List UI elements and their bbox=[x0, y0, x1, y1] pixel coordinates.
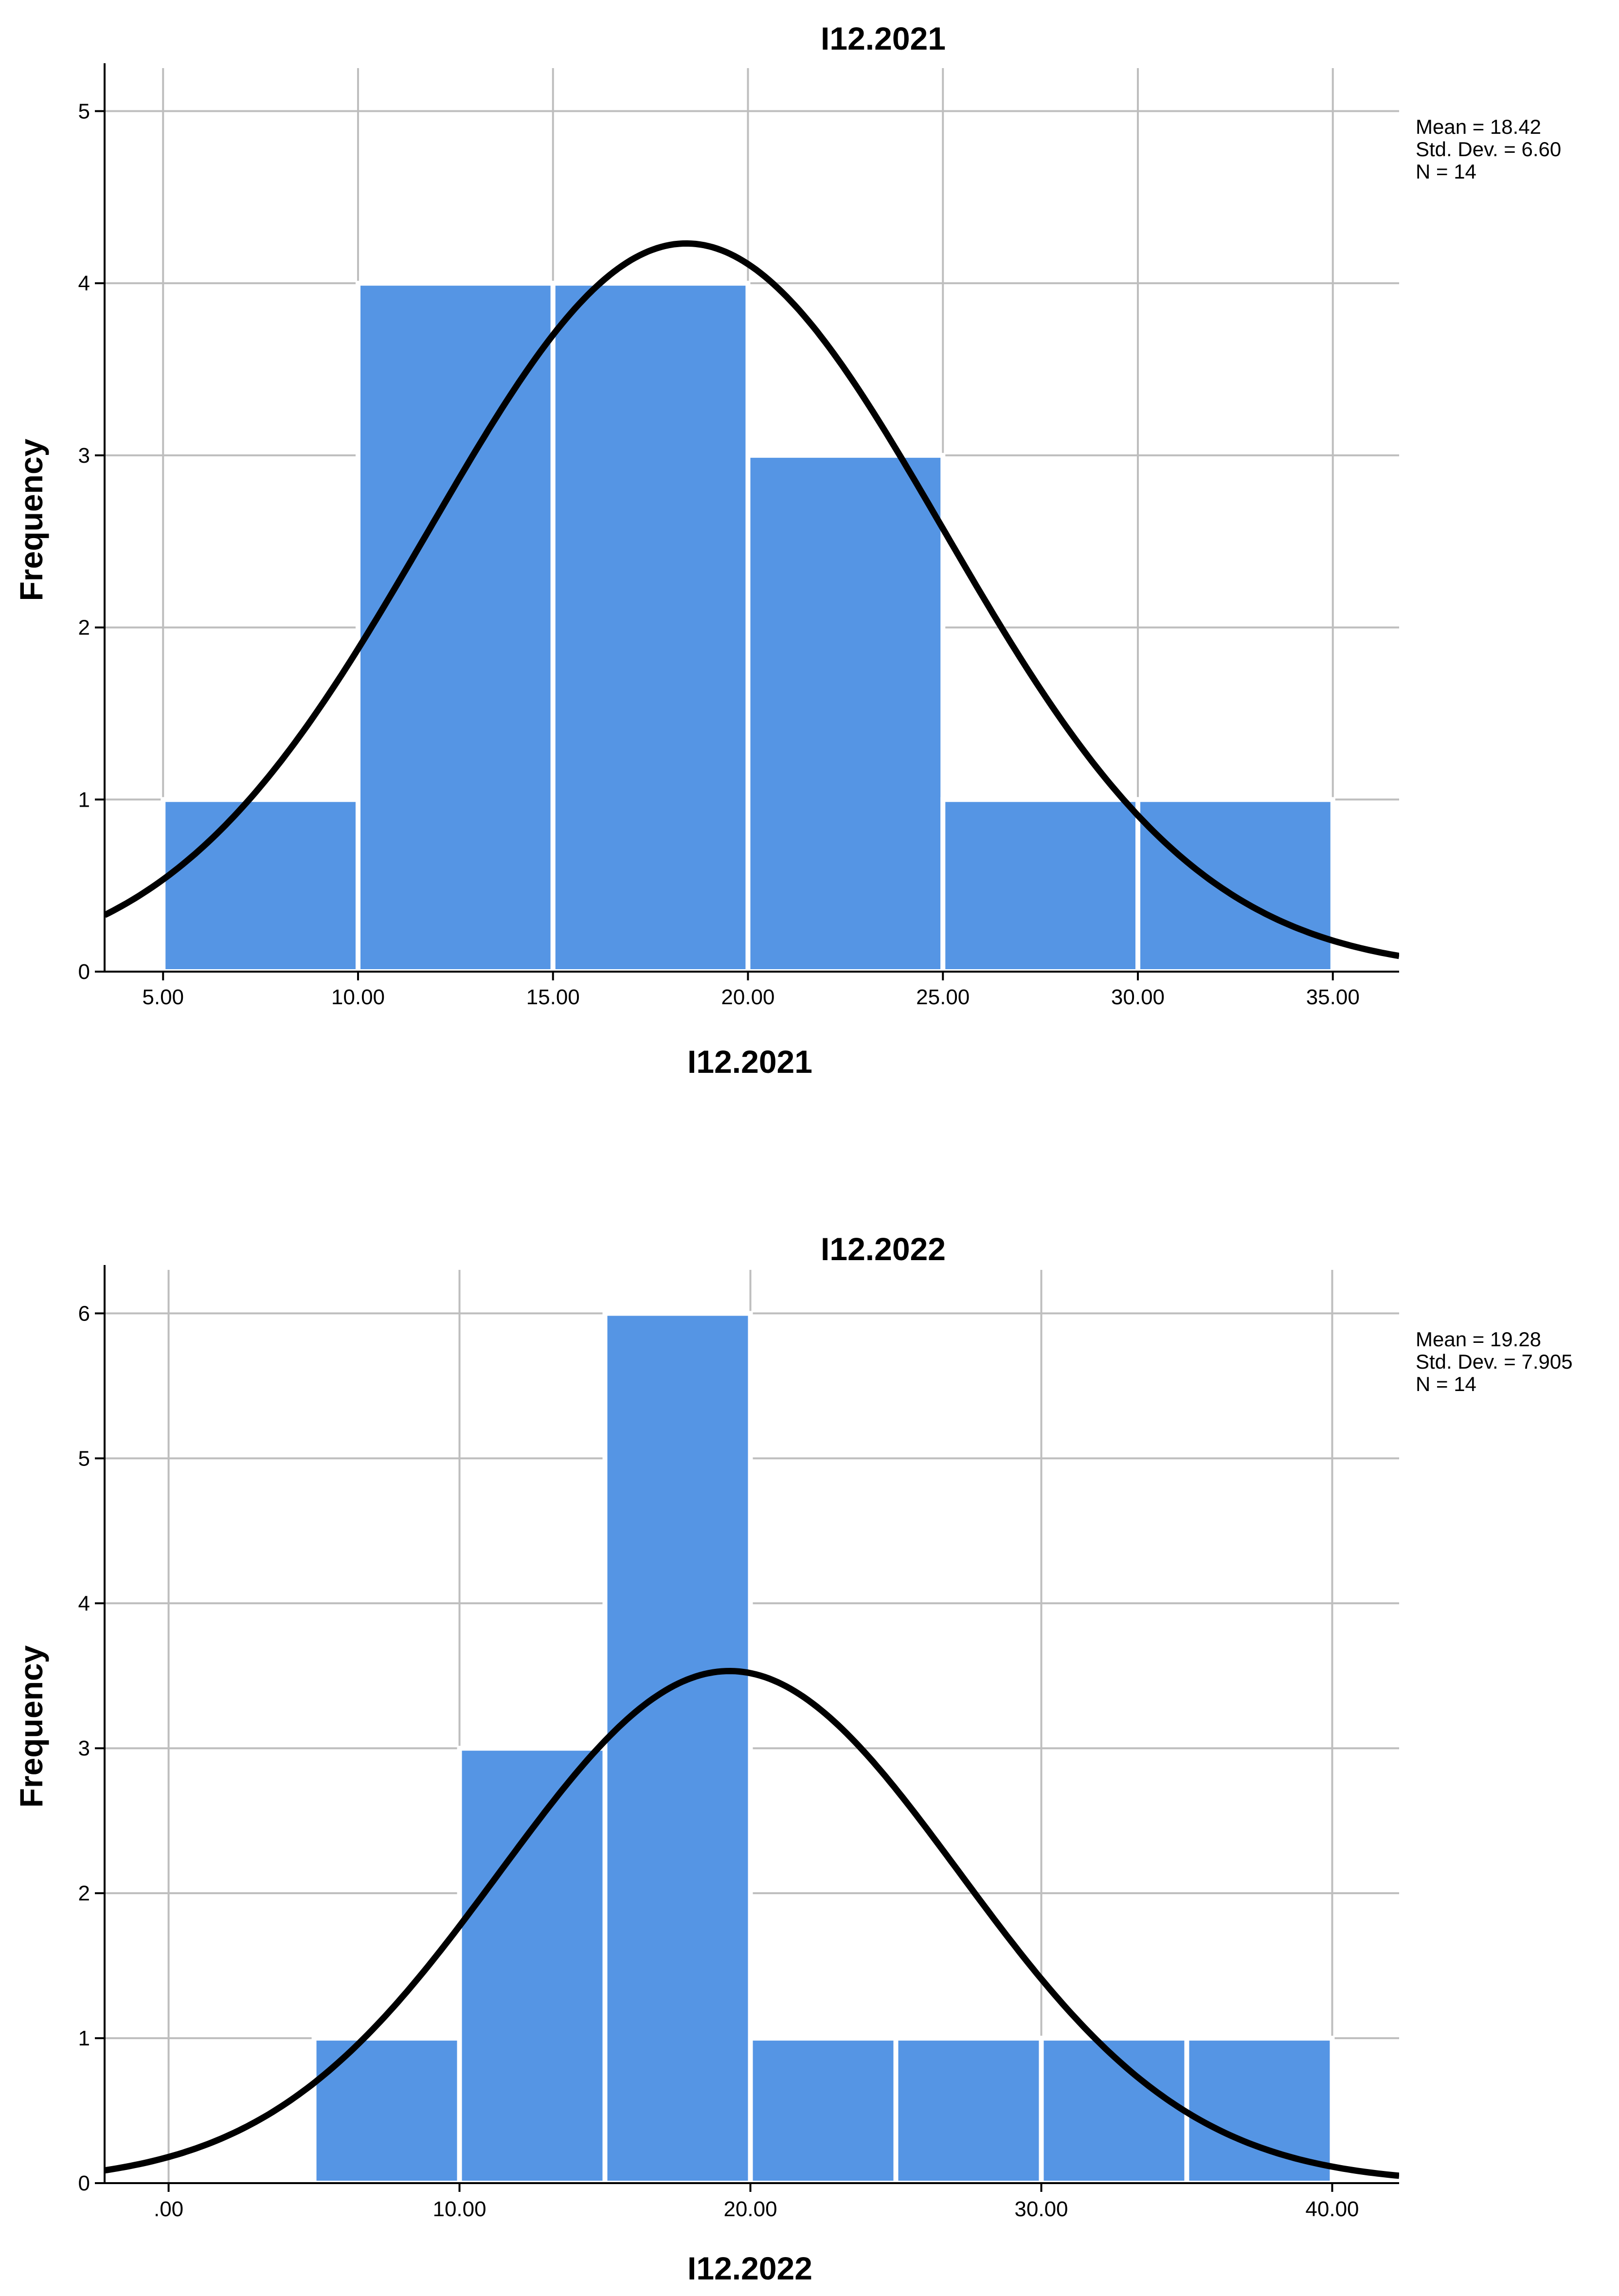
x-tick-label: .00 bbox=[154, 2197, 183, 2221]
x-tick-label: 20.00 bbox=[723, 2197, 777, 2221]
y-tick-label: 5 bbox=[78, 99, 90, 123]
x-tick-label: 10.00 bbox=[432, 2197, 486, 2221]
stats-line: Std. Dev. = 7.905 bbox=[1416, 1350, 1573, 1373]
histogram-bar bbox=[311, 2036, 462, 2186]
histogram-bar bbox=[940, 797, 1140, 975]
histogram-bar bbox=[161, 797, 360, 975]
chart-title: I12.2021 bbox=[821, 20, 946, 56]
stats-line: N = 14 bbox=[1416, 160, 1476, 183]
x-tick-label: 25.00 bbox=[916, 985, 970, 1009]
histogram-bar bbox=[1039, 2036, 1189, 2186]
histogram-panel-2: 0 1 2 3 4 5 6 .00 10.00 20.00 30.00 40.00 I12.2022 I1… bbox=[13, 1231, 1573, 2286]
histogram-bar bbox=[893, 2036, 1044, 2186]
x-axis-title: I12.2021 bbox=[687, 1044, 812, 1080]
x-tick-label: 15.00 bbox=[526, 985, 580, 1009]
y-tick-label: 0 bbox=[78, 2171, 90, 2195]
histogram-bar bbox=[602, 1311, 753, 2186]
histogram-bar bbox=[1135, 797, 1335, 975]
y-tick-label: 1 bbox=[78, 2026, 90, 2050]
histogram-bar bbox=[745, 452, 946, 974]
x-tick-label: 30.00 bbox=[1111, 985, 1165, 1009]
y-tick-label: 2 bbox=[78, 1881, 90, 1905]
y-tick-label: 2 bbox=[78, 616, 90, 640]
chart-title: I12.2022 bbox=[821, 1231, 946, 1267]
x-axis-title: I12.2022 bbox=[687, 2250, 812, 2286]
stats-line: N = 14 bbox=[1416, 1373, 1476, 1395]
x-tick-label: 5.00 bbox=[142, 985, 184, 1009]
x-tick-label: 10.00 bbox=[331, 985, 385, 1009]
histogram-bar bbox=[457, 1746, 608, 2186]
stats-line: Mean = 19.28 bbox=[1416, 1328, 1541, 1351]
y-tick-label: 3 bbox=[78, 1736, 90, 1760]
histogram-bar bbox=[550, 281, 751, 975]
histogram-panel-1: 0 1 2 3 4 5 5.00 10.00 15.00 20.00 25.00 30.00 35.00… bbox=[13, 20, 1561, 1080]
y-tick-label: 4 bbox=[78, 271, 90, 295]
stats-line: Std. Dev. = 6.60 bbox=[1416, 138, 1561, 161]
x-tick-label: 40.00 bbox=[1305, 2197, 1359, 2221]
x-tick-label: 35.00 bbox=[1306, 985, 1360, 1009]
normal-curve bbox=[105, 1667, 1399, 2179]
normal-curve bbox=[105, 240, 1399, 959]
histogram-bar bbox=[748, 2036, 899, 2186]
y-axis-title: Frequency bbox=[13, 1645, 49, 1808]
y-tick-label: 3 bbox=[78, 444, 90, 468]
y-axis-title: Frequency bbox=[13, 438, 49, 601]
x-tick-label: 30.00 bbox=[1014, 2197, 1068, 2221]
histogram-bar bbox=[355, 281, 556, 975]
x-tick-label: 20.00 bbox=[721, 985, 774, 1009]
y-tick-label: 4 bbox=[78, 1591, 90, 1615]
y-tick-label: 1 bbox=[78, 788, 90, 812]
stats-line: Mean = 18.42 bbox=[1416, 115, 1541, 138]
y-tick-label: 5 bbox=[78, 1446, 90, 1470]
y-tick-label: 6 bbox=[78, 1302, 90, 1325]
y-tick-label: 0 bbox=[78, 960, 90, 984]
